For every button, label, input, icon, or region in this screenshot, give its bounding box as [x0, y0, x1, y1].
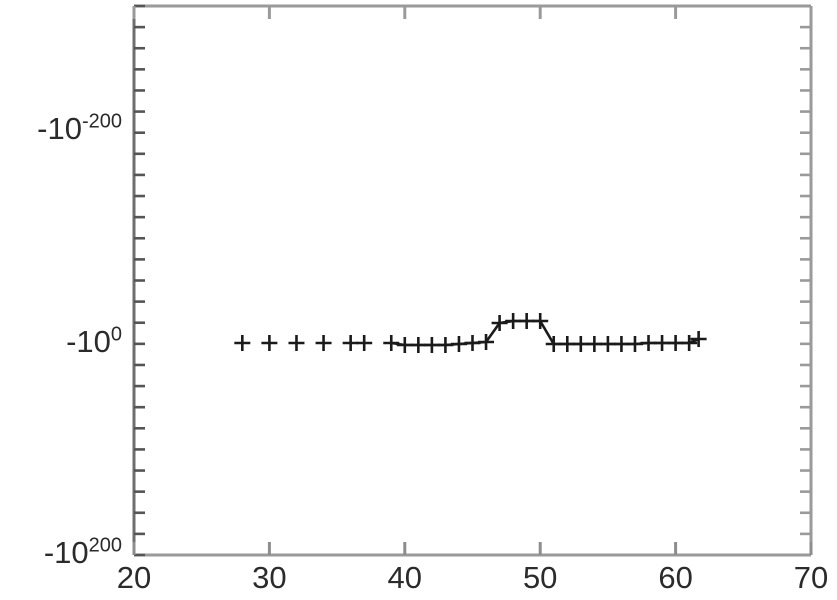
x-tick-label-60: 60 — [658, 560, 693, 595]
x-tick-label-50: 50 — [522, 560, 558, 595]
y-tick-exponent-top: -200 — [81, 110, 122, 133]
data-markers — [234, 313, 707, 353]
y-tick-label-mid: -100 — [0, 323, 122, 359]
y-tick-exponent-mid: 0 — [110, 323, 122, 346]
y-axis-ticks-left — [134, 4, 145, 557]
y-tick-mantissa-mid: -10 — [66, 324, 111, 359]
data-line — [391, 319, 700, 347]
x-tick-label-30: 30 — [252, 560, 287, 595]
x-axis-ticks-bottom — [132, 542, 813, 555]
x-axis-ticks-top — [132, 6, 813, 19]
y-axis-ticks-right — [800, 4, 811, 557]
x-tick-label-70: 70 — [793, 560, 829, 595]
axes-frame — [132, 4, 813, 557]
y-tick-label-top: -10-200 — [0, 110, 122, 146]
y-tick-mantissa-top: -10 — [37, 111, 82, 146]
y-tick-label-bottom: -10200 — [0, 534, 122, 570]
y-tick-exponent-bottom: 200 — [88, 534, 122, 557]
y-tick-mantissa-bottom: -10 — [43, 535, 89, 570]
x-tick-label-40: 40 — [387, 560, 423, 595]
x-tick-label-20: 20 — [116, 560, 152, 595]
